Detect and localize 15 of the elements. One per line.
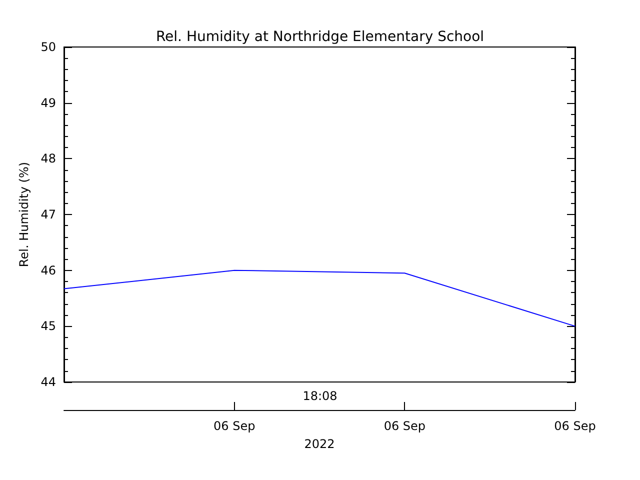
y-tick-label: 48	[40, 152, 56, 166]
line-series	[64, 270, 576, 327]
text: 18:08	[302, 389, 338, 403]
y-tick-label: 49	[40, 96, 56, 110]
y-tick-label: 45	[40, 319, 56, 334]
y-axis-title: Rel. Humidity (%)	[16, 162, 31, 268]
y-tick-label: 47	[40, 208, 56, 222]
y-tick-label: 50	[40, 40, 56, 54]
y-tick-label: 44	[40, 375, 56, 389]
x-tick-label: 06 Sep	[554, 419, 596, 433]
x-axis-title: 2022	[304, 437, 335, 451]
chart-title: Rel. Humidity at Northridge Elementary School	[156, 29, 484, 45]
y-tick-label: 46	[40, 263, 56, 278]
x-tick-label: 06 Sep	[213, 419, 256, 433]
x-tick-label: 06 Sep	[384, 419, 426, 433]
